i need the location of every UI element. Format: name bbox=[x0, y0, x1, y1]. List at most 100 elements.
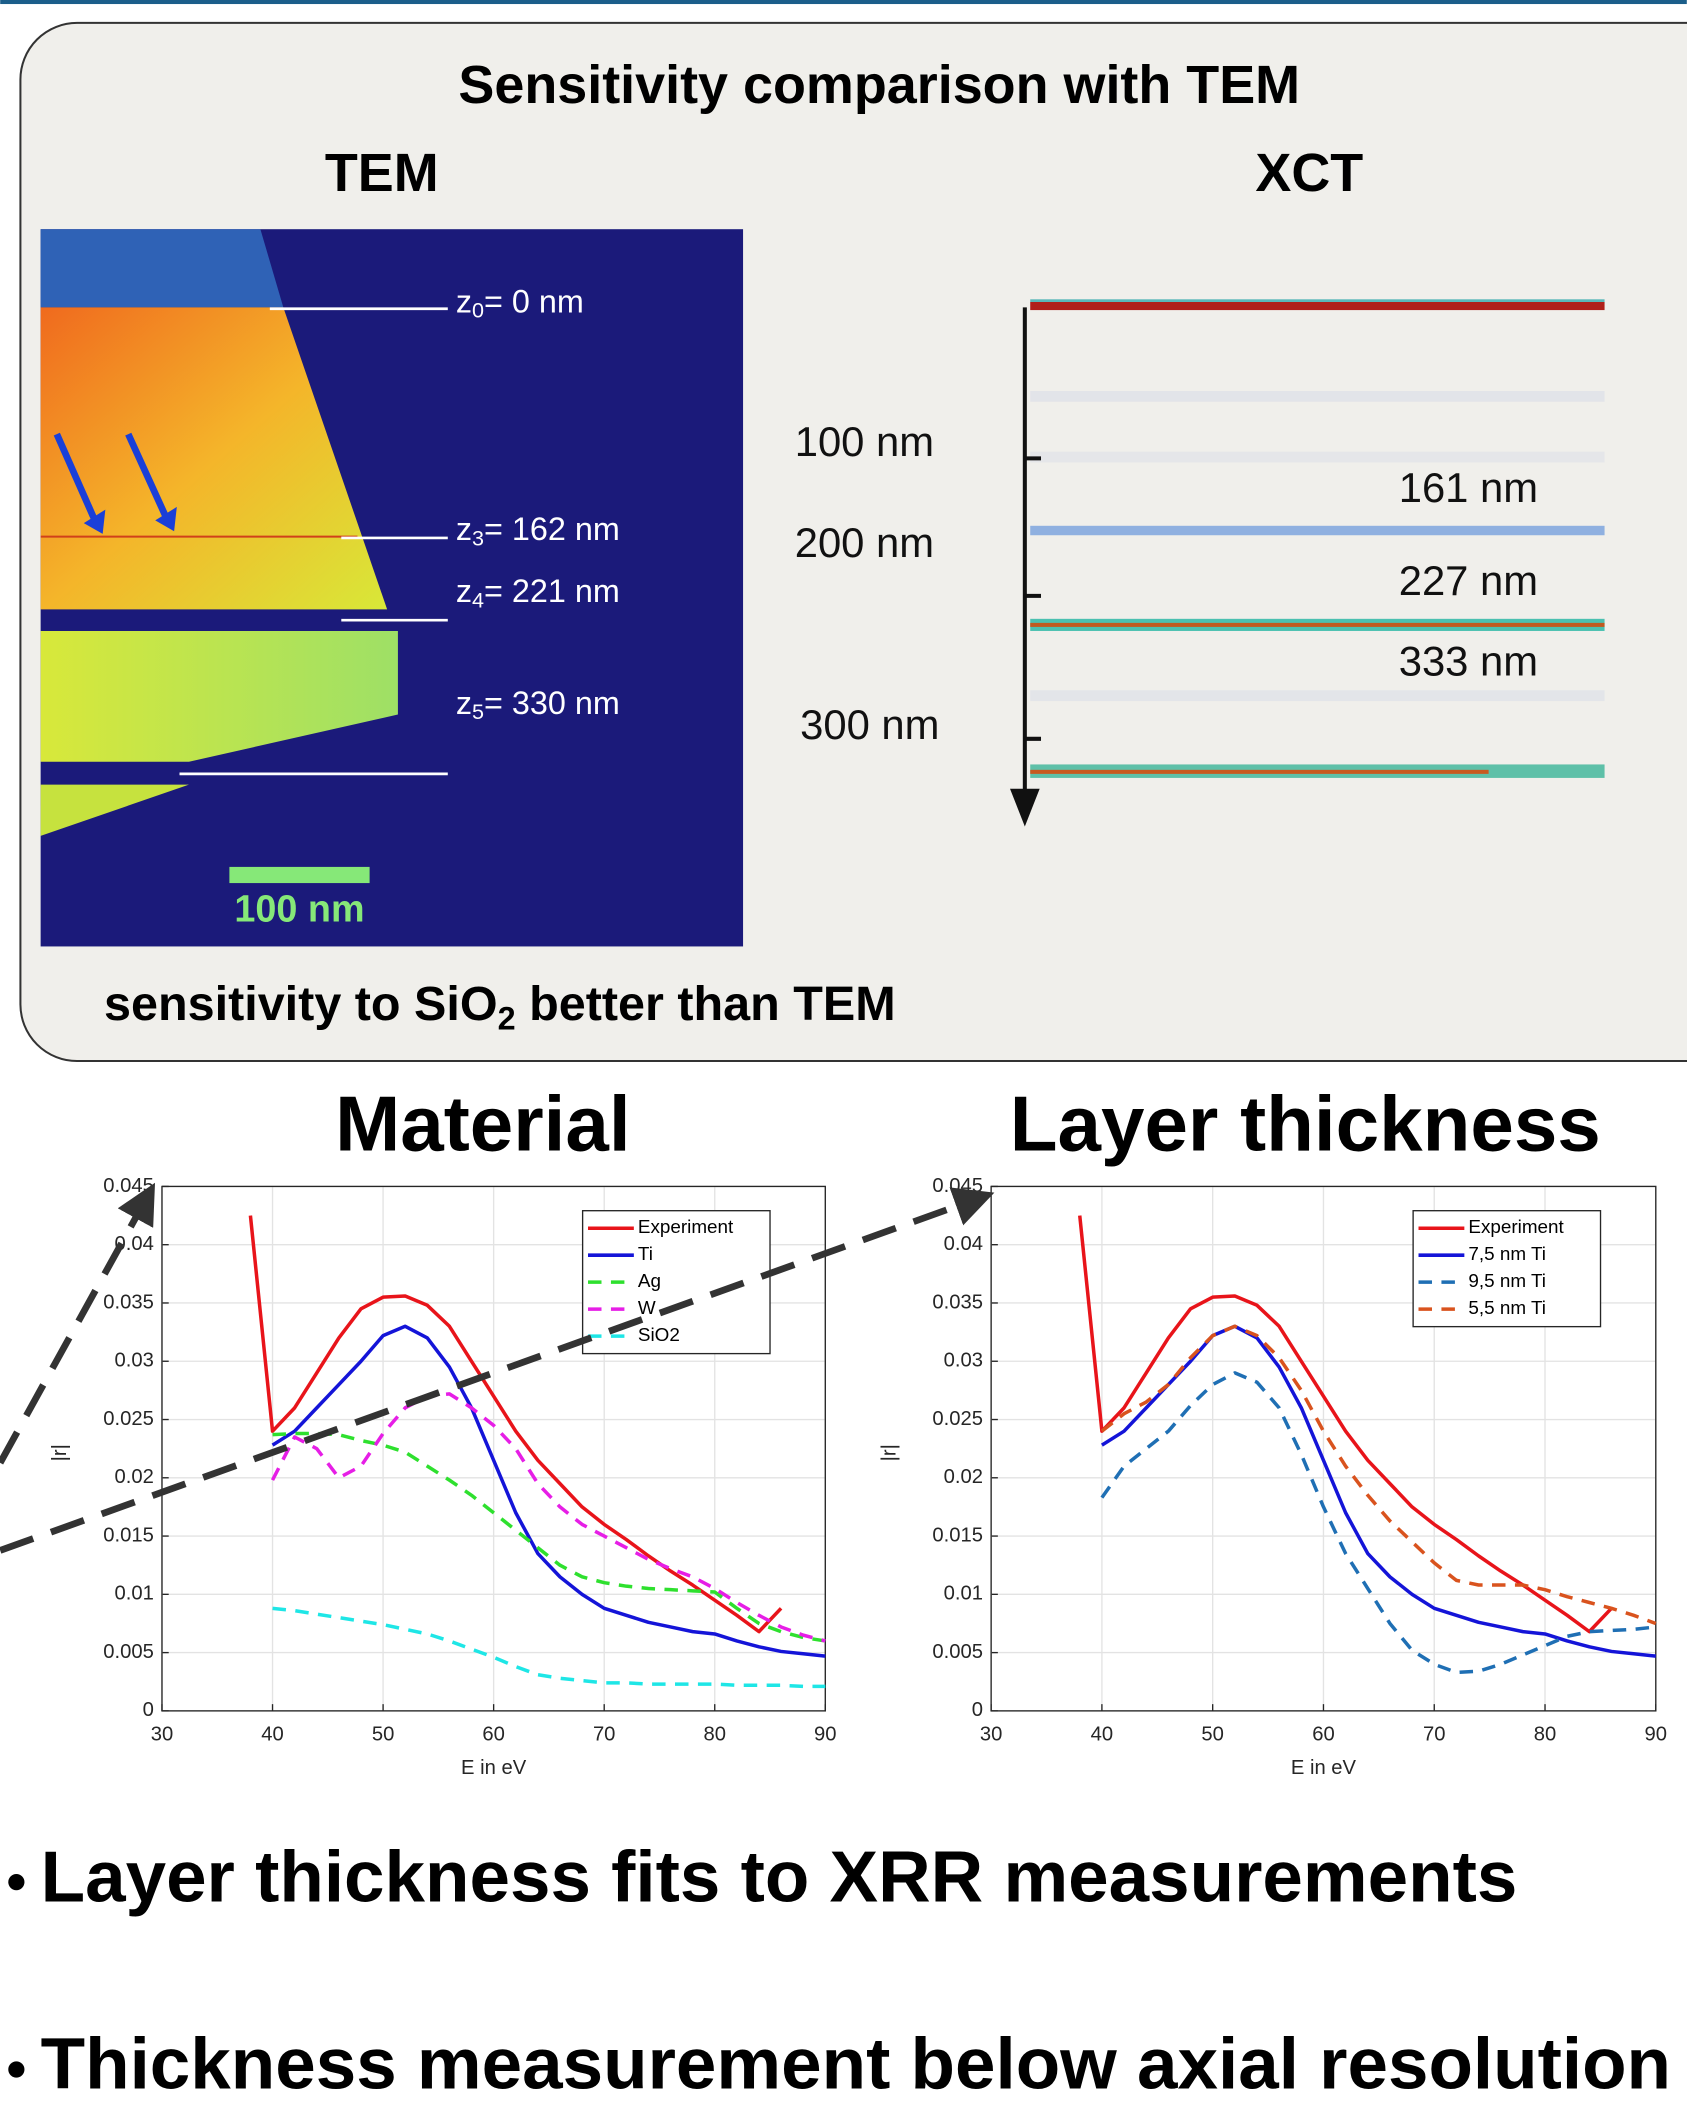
y-tick-label: 0 bbox=[972, 1699, 983, 1721]
x-tick-label: 80 bbox=[703, 1723, 726, 1745]
bullet-dot bbox=[8, 2061, 25, 2078]
x-axis-label: E in eV bbox=[461, 1757, 527, 1779]
y-tick-label: 0.005 bbox=[932, 1641, 983, 1663]
y-tick-label: 0.02 bbox=[115, 1466, 154, 1488]
series-line bbox=[271, 1324, 826, 1658]
legend-label: Ti bbox=[638, 1243, 653, 1264]
y-tick-label: 0.015 bbox=[932, 1524, 983, 1546]
tem-label: z5= 330 nm bbox=[456, 685, 620, 724]
note-sub: 2 bbox=[498, 1000, 516, 1036]
xct-title: XCT bbox=[1255, 143, 1363, 203]
panel-title: Sensitivity comparison with TEM bbox=[458, 55, 1300, 115]
xct-layer-label: 333 nm bbox=[1399, 638, 1538, 685]
note-text: sensitivity to SiO bbox=[104, 977, 498, 1031]
series-line bbox=[270, 1392, 826, 1643]
y-tick-label: 0.01 bbox=[944, 1583, 983, 1605]
bullet-text: Layer thickness fits to XRR measurements bbox=[41, 1836, 1518, 1917]
legend-label: 9,5 nm Ti bbox=[1468, 1270, 1546, 1291]
series-line bbox=[248, 1215, 783, 1634]
connector-arrows bbox=[0, 1182, 995, 1554]
y-tick-label: 0.03 bbox=[944, 1350, 983, 1372]
note-text: better than TEM bbox=[516, 977, 896, 1031]
xct-depth-label: 100 nm bbox=[795, 418, 934, 465]
x-tick-label: 40 bbox=[1091, 1723, 1113, 1745]
y-tick-label: 0.02 bbox=[944, 1466, 983, 1488]
y-tick-label: 0 bbox=[143, 1699, 154, 1721]
x-tick-label: 30 bbox=[980, 1723, 1003, 1745]
plot-frame bbox=[990, 1185, 1657, 1712]
panel-note: sensitivity to SiO2 better than TEM bbox=[104, 977, 896, 1036]
x-axis-label: E in eV bbox=[1291, 1757, 1357, 1779]
tem-label-rest: = 221 nm bbox=[484, 573, 620, 609]
y-tick-label: 0.045 bbox=[103, 1175, 154, 1197]
x-tick-label: 70 bbox=[1423, 1723, 1445, 1745]
tem-label-sub: 5 bbox=[472, 699, 484, 724]
tem-label-sub: 3 bbox=[472, 525, 484, 550]
tem-label-rest: = 330 nm bbox=[484, 685, 620, 721]
y-tick-label: 0.005 bbox=[103, 1641, 154, 1663]
tem-label-sub: 4 bbox=[472, 587, 484, 612]
x-tick-label: 60 bbox=[482, 1723, 505, 1745]
chart: Material 0 0.005 0.01 0.015 0.02 0.025 0.03 0.03… bbox=[49, 1079, 836, 1779]
top-rule bbox=[0, 0, 1687, 5]
tem-label-var: z bbox=[456, 573, 472, 609]
legend-label: SiO2 bbox=[638, 1324, 680, 1345]
chart: Layer thickness 0 0.005 0.01 0.015 0.02 0.025 0… bbox=[878, 1079, 1667, 1779]
series-line bbox=[272, 1431, 826, 1643]
y-tick-label: 0.04 bbox=[944, 1233, 983, 1255]
x-tick-label: 50 bbox=[372, 1723, 395, 1745]
chart-title: Layer thickness bbox=[1010, 1079, 1601, 1167]
tem-label-var: z bbox=[456, 283, 472, 319]
y-tick-label: 0.04 bbox=[115, 1233, 154, 1255]
tem-title: TEM bbox=[325, 143, 439, 203]
plot-frame bbox=[161, 1185, 826, 1712]
xct-layer-label: 161 nm bbox=[1399, 464, 1538, 511]
legend-label: Experiment bbox=[638, 1216, 734, 1237]
y-tick-label: 0.045 bbox=[932, 1175, 983, 1197]
tem-label: z3= 162 nm bbox=[456, 511, 620, 550]
x-tick-label: 40 bbox=[261, 1723, 284, 1745]
y-tick-label: 0.01 bbox=[115, 1583, 154, 1605]
legend-box bbox=[1412, 1210, 1602, 1328]
x-tick-label: 90 bbox=[1645, 1723, 1668, 1745]
xct-depth-label: 200 nm bbox=[795, 519, 934, 566]
y-tick-label: 0.015 bbox=[103, 1524, 154, 1546]
legend-label: Ag bbox=[638, 1270, 661, 1291]
y-tick-label: 0.03 bbox=[115, 1350, 154, 1372]
x-tick-label: 80 bbox=[1534, 1723, 1557, 1745]
tem-image bbox=[40, 229, 744, 947]
y-tick-label: 0.025 bbox=[932, 1408, 983, 1430]
y-tick-label: 0.035 bbox=[932, 1291, 983, 1313]
y-axis-label: |r| bbox=[878, 1444, 900, 1461]
series-line bbox=[1100, 1324, 1657, 1626]
tem-label-rest: = 162 nm bbox=[484, 511, 620, 547]
y-axis-label: |r| bbox=[49, 1444, 71, 1461]
x-tick-label: 50 bbox=[1201, 1723, 1223, 1745]
series-line bbox=[1100, 1324, 1656, 1658]
xct-depth-label: 300 nm bbox=[800, 701, 939, 748]
tem-label-sub: 0 bbox=[472, 297, 484, 322]
xct-layer-label: 227 nm bbox=[1399, 557, 1538, 604]
xct-image bbox=[1010, 299, 1605, 827]
series-line bbox=[272, 1606, 826, 1689]
bullet-dot bbox=[8, 1874, 25, 1891]
x-tick-label: 60 bbox=[1312, 1723, 1334, 1745]
x-tick-label: 90 bbox=[814, 1723, 836, 1745]
tem-label: z0= 0 nm bbox=[456, 283, 584, 322]
tem-label-var: z bbox=[456, 685, 472, 721]
legend-label: 7,5 nm Ti bbox=[1468, 1243, 1546, 1264]
tem-label: z4= 221 nm bbox=[456, 573, 620, 612]
scale-bar-label: 100 nm bbox=[234, 887, 364, 929]
y-tick-label: 0.035 bbox=[103, 1291, 154, 1313]
x-tick-label: 70 bbox=[593, 1723, 616, 1745]
tem-label-var: z bbox=[456, 511, 472, 547]
series-line bbox=[1100, 1371, 1656, 1675]
legend-label: Experiment bbox=[1468, 1216, 1564, 1237]
legend-label: 5,5 nm Ti bbox=[1468, 1297, 1546, 1318]
tem-label-rest: = 0 nm bbox=[484, 283, 584, 319]
chart-title: Material bbox=[335, 1079, 631, 1167]
bullet-text: Thickness measurement below axial resolu… bbox=[41, 2024, 1671, 2105]
legend-label: W bbox=[638, 1297, 656, 1318]
